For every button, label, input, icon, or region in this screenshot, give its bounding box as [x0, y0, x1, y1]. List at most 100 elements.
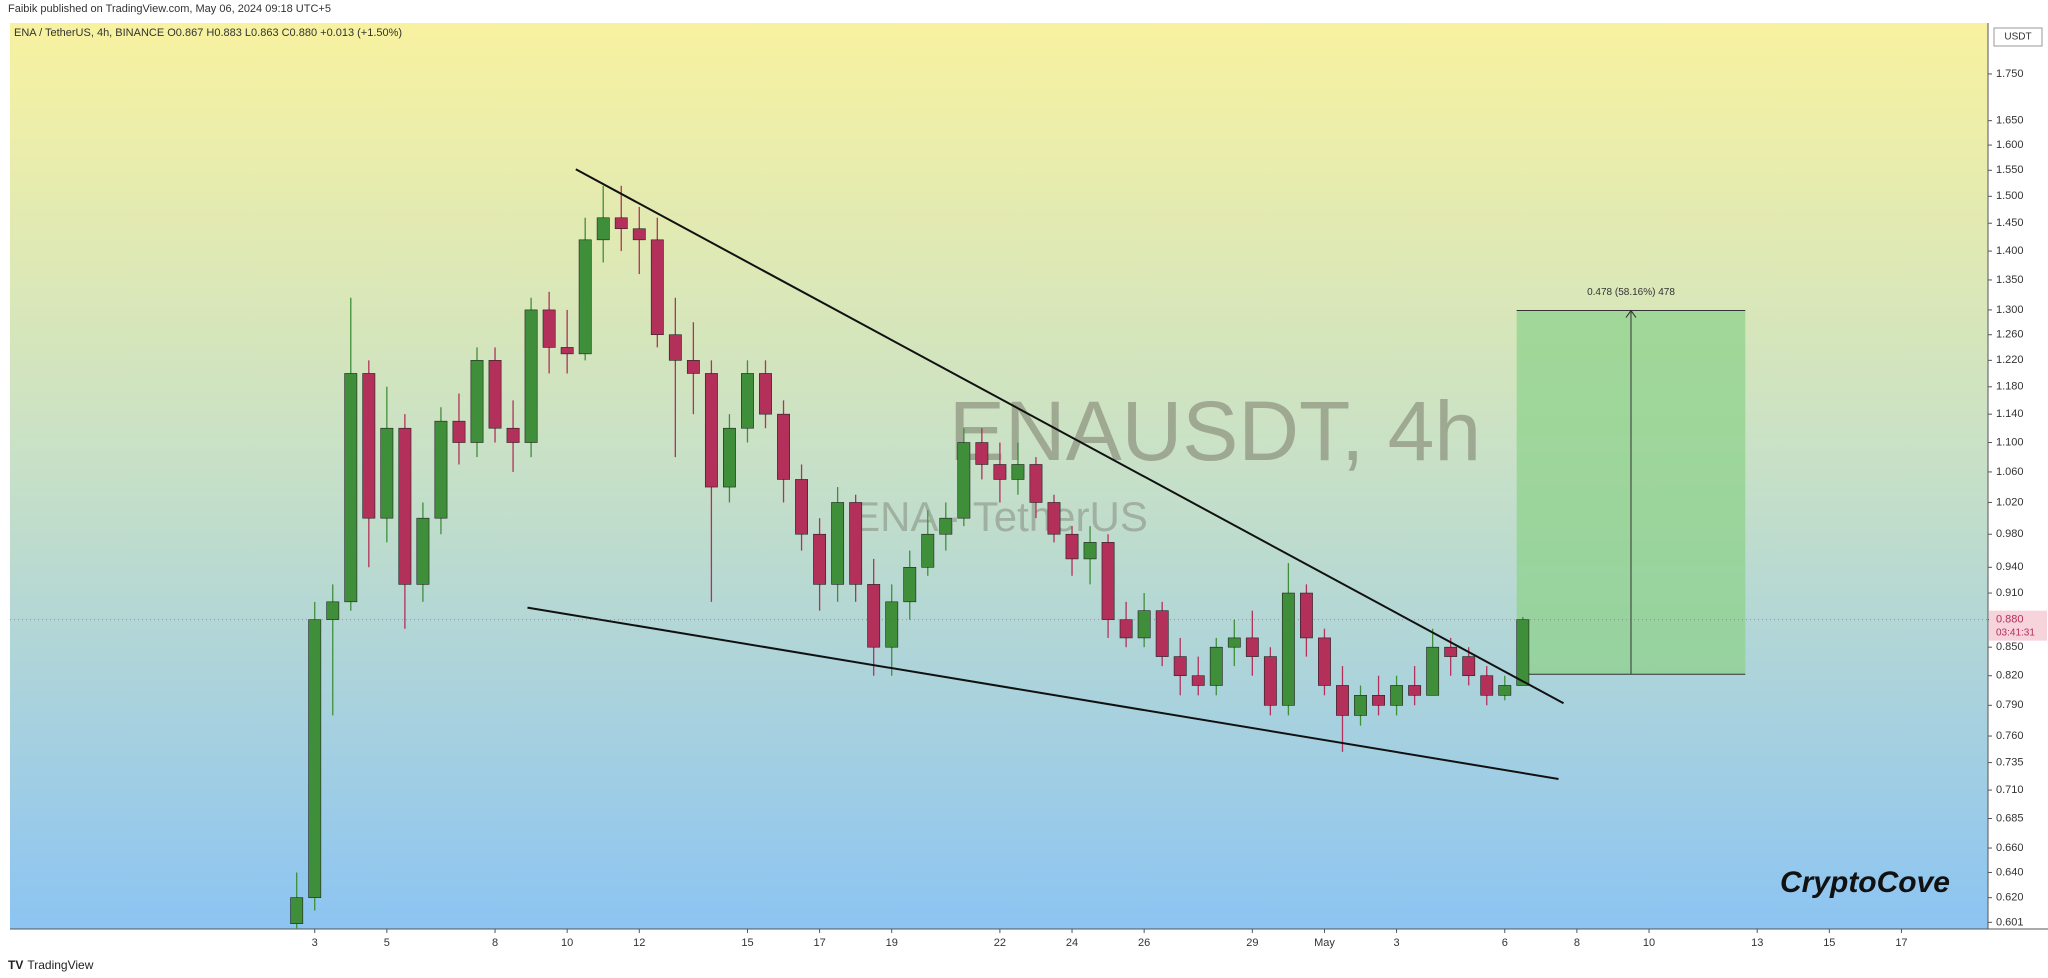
candle-body	[542, 309, 556, 348]
candle-body	[560, 347, 574, 355]
candle-body	[344, 373, 358, 603]
candle-body	[921, 533, 935, 568]
candle-body	[1011, 464, 1025, 480]
candle-body	[1516, 619, 1530, 686]
candle-body	[686, 360, 700, 374]
candle-body	[704, 373, 718, 488]
y-tick-label: 1.220	[1996, 354, 2024, 366]
candle-body	[1390, 685, 1404, 706]
x-tick-label: 26	[1138, 937, 1150, 949]
x-tick-label: 22	[994, 937, 1006, 949]
candle-body	[1209, 646, 1223, 686]
candle-body	[1263, 656, 1277, 706]
x-tick-label: 6	[1502, 937, 1508, 949]
signature: CryptoCove	[1780, 866, 1950, 899]
y-tick-label: 1.500	[1996, 190, 2024, 202]
footer-text: TradingView	[27, 958, 94, 972]
candle-body	[632, 228, 646, 241]
y-tick-label: 0.710	[1996, 784, 2024, 796]
x-tick-label: 3	[312, 937, 318, 949]
x-tick-label: 17	[813, 937, 825, 949]
candle-body	[596, 217, 610, 241]
trend-line	[527, 606, 1559, 780]
y-tick-label: 1.140	[1996, 408, 2024, 420]
last-price-box	[1989, 610, 2047, 641]
candle-body	[650, 239, 664, 336]
currency: USDT	[2004, 32, 2031, 43]
candle-body	[506, 427, 520, 443]
y-tick-label: 1.060	[1996, 466, 2024, 478]
candle-body	[903, 567, 917, 603]
candle-body	[795, 479, 808, 535]
candle-body	[1498, 685, 1512, 696]
candle-body	[1065, 533, 1079, 560]
candle-body	[723, 427, 736, 488]
candle-body	[1083, 542, 1097, 560]
y-tick-label: 1.350	[1996, 274, 2024, 286]
y-tick-label: 0.980	[1996, 528, 2024, 540]
candle-body	[939, 517, 953, 535]
x-tick-label: 17	[1895, 937, 1907, 949]
y-tick-label: 1.600	[1996, 139, 2024, 151]
candle-body	[1462, 656, 1476, 677]
candle-body	[1137, 610, 1151, 639]
y-tick-label: 0.940	[1996, 561, 2024, 573]
x-tick-label: 15	[741, 937, 753, 949]
last-price-label: 0.880	[1996, 614, 2024, 626]
x-tick-label: 8	[1574, 937, 1580, 949]
candle-body	[578, 239, 592, 355]
candle-body	[398, 427, 412, 585]
candle-body	[849, 502, 863, 585]
x-tick-label: 24	[1066, 937, 1078, 949]
candle-body	[975, 442, 989, 465]
x-tick-label: 12	[633, 937, 645, 949]
candle-body	[741, 373, 754, 429]
watermark: ENAUSDT, 4h	[949, 384, 1481, 478]
candle-body	[362, 373, 376, 519]
x-tick-label: 3	[1394, 937, 1400, 949]
candle-body	[668, 334, 682, 361]
trend-line	[575, 168, 1565, 705]
y-tick-label: 0.601	[1996, 916, 2024, 928]
symbol-legend: ENA / TetherUS, 4h, BINANCE O0.867 H0.88…	[14, 27, 403, 39]
candle-body	[434, 420, 448, 519]
x-tick-label: 10	[561, 937, 573, 949]
y-tick-label: 0.660	[1996, 842, 2024, 854]
price-axis-area	[1988, 23, 2048, 929]
candle-body	[308, 619, 322, 898]
candle-body	[1372, 695, 1385, 706]
y-tick-label: 0.790	[1996, 699, 2024, 711]
x-tick-label: 8	[492, 937, 498, 949]
y-tick-label: 0.910	[1996, 587, 2024, 599]
x-tick-label: 19	[886, 937, 898, 949]
y-tick-label: 0.640	[1996, 866, 2024, 878]
candle-body	[993, 464, 1007, 480]
candle-body	[1281, 592, 1295, 706]
candle-body	[1426, 646, 1440, 696]
candle-body	[1155, 610, 1169, 657]
candle-body	[957, 442, 971, 519]
candle-body	[1227, 637, 1241, 648]
y-tick-label: 1.450	[1996, 217, 2024, 229]
candle-body	[452, 420, 466, 443]
x-tick-label: 15	[1823, 937, 1835, 949]
candle-body	[488, 360, 502, 429]
y-tick-label: 0.685	[1996, 812, 2024, 824]
y-tick-label: 0.850	[1996, 641, 2024, 653]
candle-body	[759, 373, 772, 415]
candle-body	[1119, 619, 1133, 639]
x-tick-label: 13	[1751, 937, 1763, 949]
candle-body	[1408, 685, 1422, 696]
x-tick-label: 29	[1246, 937, 1258, 949]
candle-body	[1299, 592, 1313, 639]
y-tick-label: 0.820	[1996, 670, 2024, 682]
candle-body	[1444, 646, 1458, 657]
candle-body	[1101, 542, 1115, 620]
y-tick-label: 0.760	[1996, 730, 2024, 742]
candle-body	[524, 309, 538, 443]
candle-body	[867, 584, 881, 648]
candle-body	[380, 427, 394, 519]
candle-body	[614, 217, 628, 230]
